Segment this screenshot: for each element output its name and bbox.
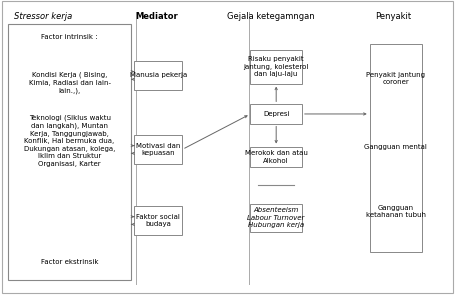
- Text: Gejala ketegamngan: Gejala ketegamngan: [227, 12, 314, 21]
- Text: Kondisi Kerja ( Bising,
Kimia, Radiasi dan lain-
lain.,),: Kondisi Kerja ( Bising, Kimia, Radiasi d…: [29, 72, 111, 94]
- Bar: [8, 24, 131, 280]
- Bar: [250, 147, 302, 167]
- Bar: [250, 104, 302, 123]
- Text: Motivasi dan
kepuasan: Motivasi dan kepuasan: [136, 143, 181, 156]
- Text: Risaku penyakit
jantung, kolesterol
dan laju-laju: Risaku penyakit jantung, kolesterol dan …: [243, 56, 309, 77]
- Text: Absenteeism
Labour Turnover
Hubungan kerja: Absenteeism Labour Turnover Hubungan ker…: [248, 207, 305, 228]
- Text: Stressor kerja: Stressor kerja: [14, 12, 72, 21]
- Text: Gangguan mental: Gangguan mental: [364, 144, 427, 149]
- Text: Gangguan
ketahanan tubuh: Gangguan ketahanan tubuh: [366, 205, 426, 218]
- Bar: [135, 207, 182, 234]
- Text: Mediator: Mediator: [136, 12, 178, 21]
- Text: Manusia pekerja: Manusia pekerja: [130, 73, 187, 78]
- Bar: [369, 44, 422, 252]
- Text: Merokok dan atau
Alkohol: Merokok dan atau Alkohol: [245, 150, 308, 164]
- Bar: [135, 62, 182, 89]
- Text: Factor ekstrinsik: Factor ekstrinsik: [41, 259, 98, 265]
- Text: Penyakit jantung
coroner: Penyakit jantung coroner: [366, 72, 425, 85]
- Text: Penyakit: Penyakit: [375, 12, 412, 21]
- Bar: [135, 136, 182, 163]
- Text: Teknologi (Siklus waktu
dan langkah), Muntan
Kerja, Tanggungjawab,
Konflik, Hal : Teknologi (Siklus waktu dan langkah), Mu…: [24, 115, 115, 167]
- Text: Factor intrinsik :: Factor intrinsik :: [41, 34, 98, 40]
- Text: Depresi: Depresi: [263, 111, 289, 117]
- Bar: [250, 49, 302, 83]
- Bar: [250, 204, 302, 231]
- Text: Faktor social
budaya: Faktor social budaya: [136, 214, 180, 227]
